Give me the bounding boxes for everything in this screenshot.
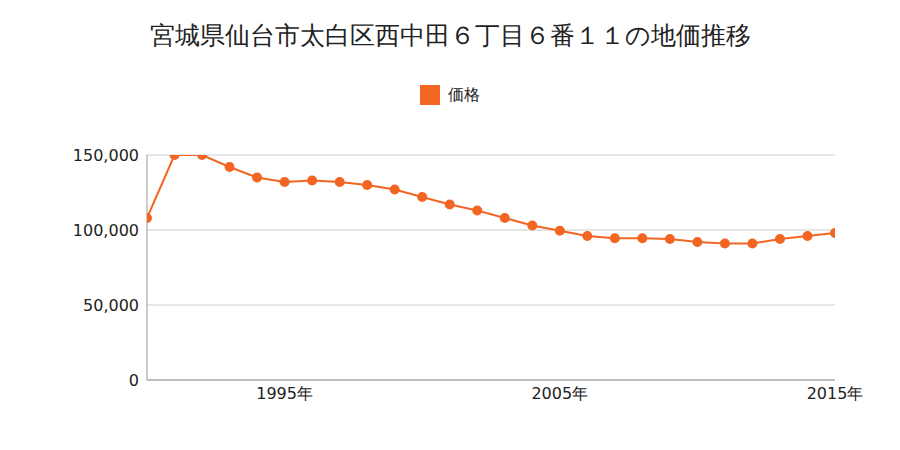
- html-text:価格: 価格: [448, 84, 480, 104]
- svg-text:50,000: 50,000: [83, 296, 139, 315]
- svg-text:2015年: 2015年: [807, 384, 864, 403]
- svg-text:150,000: 150,000: [73, 146, 139, 165]
- svg-text:2005年: 2005年: [531, 384, 588, 403]
- svg-text:100,000: 100,000: [73, 221, 139, 240]
- svg-text:0: 0: [129, 371, 139, 390]
- html-text:宮城県仙台市太白区西中田６丁目６番１１の地価推移: 宮城県仙台市太白区西中田６丁目６番１１の地価推移: [149, 20, 751, 50]
- svg-text:1995年: 1995年: [256, 384, 313, 403]
